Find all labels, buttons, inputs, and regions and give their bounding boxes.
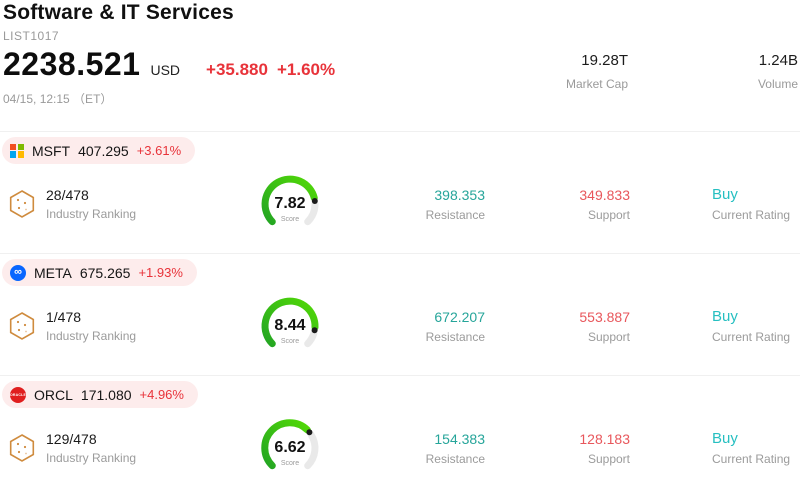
stock-pill-orcl[interactable]: ORACLE ORCL 171.080 +4.96% (2, 381, 198, 408)
stock-row-main: 129/478 Industry Ranking 6.62 Score 154.… (0, 418, 800, 478)
support-label: Support (587, 329, 630, 344)
rating-value: Buy (712, 308, 738, 325)
industry-rank-value: 1/478 (46, 309, 82, 325)
market-cap-label: Market Cap (565, 77, 628, 91)
stock-price: 675.265 (79, 264, 131, 281)
stock-row-main: 28/478 Industry Ranking 7.82 Score 398.3… (0, 174, 800, 234)
stock-change-pct: +1.93% (138, 265, 183, 280)
stock-price: 407.295 (78, 142, 129, 159)
rating-block: Buy Current Rating (712, 186, 790, 222)
rating-label: Current Rating (712, 452, 791, 466)
score-label: Score (280, 216, 300, 223)
price-line: 2238.521 USD +35.880 +1.60% (3, 46, 335, 83)
support-value: 553.887 (579, 308, 630, 325)
industry-rank-value: 28/478 (46, 187, 89, 203)
stock-change-pct: +3.61% (136, 143, 182, 158)
stock-symbol: ORCL (34, 386, 73, 403)
support-label: Support (587, 207, 630, 222)
resistance-block: 154.383 Resistance (338, 431, 485, 466)
support-block: 553.887 Support (485, 309, 630, 344)
rating-block: Buy Current Rating (712, 308, 790, 344)
score-label: Score (280, 460, 300, 467)
stock-pill-msft[interactable]: MSFT 407.295 +3.61% (2, 137, 196, 164)
score-gauge-arc (261, 175, 319, 226)
resistance-value: 154.383 (434, 430, 485, 447)
volume-value: 1.24B (758, 52, 798, 69)
rating-value: Buy (712, 430, 738, 447)
rating-label: Current Rating (712, 330, 791, 344)
stock-symbol: MSFT (32, 142, 71, 159)
score-value: 7.82 (274, 195, 306, 212)
resistance-block: 398.353 Resistance (338, 187, 485, 222)
page-title: Software & IT Services (3, 1, 234, 24)
meta-logo-icon (10, 264, 26, 281)
resistance-label: Resistance (425, 329, 485, 344)
score-gauge-arc (261, 419, 319, 470)
rating-label: Current Rating (712, 208, 791, 222)
stock-symbol: META (34, 264, 72, 281)
stock-price: 171.080 (80, 386, 132, 403)
market-cap-metric: 19.28T Market Cap (566, 52, 628, 91)
score-gauge: 8.44 Score (243, 296, 338, 356)
microsoft-logo-icon (10, 143, 24, 158)
industry-rank-label: Industry Ranking (46, 451, 137, 465)
index-price: 2238.521 (3, 46, 141, 82)
price-change-pct: +1.60% (276, 60, 336, 79)
stock-row-main: 1/478 Industry Ranking 8.44 Score 672.20… (0, 296, 800, 356)
score-value: 6.62 (274, 439, 306, 456)
oracle-wordmark: ORACLE (10, 392, 26, 397)
score-label: Score (280, 338, 300, 345)
industry-ranking-block: 1/478 Industry Ranking (8, 309, 243, 343)
resistance-value: 398.353 (434, 186, 485, 203)
industry-rank-value: 129/478 (46, 431, 97, 447)
support-value: 128.183 (579, 430, 630, 447)
stock-row-msft[interactable]: MSFT 407.295 +3.61% 28/478 Industry Rank… (0, 131, 800, 253)
score-gauge: 6.62 Score (243, 418, 338, 478)
industry-badge-icon (9, 312, 35, 340)
currency-label: USD (150, 62, 181, 78)
support-value: 349.833 (579, 186, 630, 203)
header: Software & IT Services LIST1017 2238.521… (0, 0, 800, 131)
price-change: +35.880 (206, 60, 268, 79)
quote-datetime: 04/15, 12:15 （ET） (3, 92, 113, 106)
score-gauge: 7.82 Score (243, 174, 338, 234)
rating-block: Buy Current Rating (712, 430, 790, 466)
support-block: 128.183 Support (485, 431, 630, 466)
resistance-label: Resistance (425, 451, 485, 466)
resistance-label: Resistance (425, 207, 485, 222)
stock-change-pct: +4.96% (139, 387, 184, 402)
stock-row-orcl[interactable]: ORACLE ORCL 171.080 +4.96% 129/478 Indus… (0, 375, 800, 488)
market-cap-value: 19.28T (581, 52, 628, 69)
list-id: LIST1017 (3, 29, 60, 43)
industry-badge-icon (9, 434, 35, 462)
stock-row-meta[interactable]: META 675.265 +1.93% 1/478 Industry Ranki… (0, 253, 800, 375)
volume-label: Volume (757, 77, 798, 91)
rating-value: Buy (712, 186, 738, 203)
industry-rank-label: Industry Ranking (46, 207, 137, 221)
industry-ranking-block: 129/478 Industry Ranking (8, 431, 243, 465)
score-value: 8.44 (274, 317, 306, 334)
support-block: 349.833 Support (485, 187, 630, 222)
oracle-logo-icon: ORACLE (10, 386, 26, 403)
stock-pill-meta[interactable]: META 675.265 +1.93% (2, 259, 197, 286)
resistance-block: 672.207 Resistance (338, 309, 485, 344)
score-gauge-arc (261, 297, 319, 348)
industry-rank-label: Industry Ranking (46, 329, 137, 343)
support-label: Support (587, 451, 630, 466)
volume-metric: 1.24B Volume (758, 52, 798, 91)
resistance-value: 672.207 (434, 308, 485, 325)
industry-badge-icon (9, 190, 35, 218)
industry-ranking-block: 28/478 Industry Ranking (8, 187, 243, 221)
